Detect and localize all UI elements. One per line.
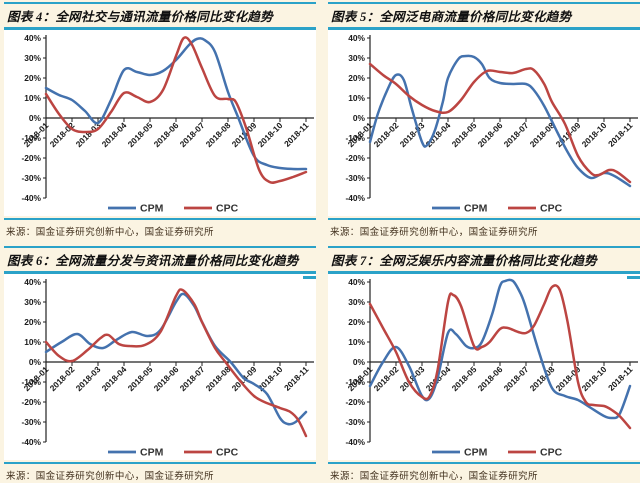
line-chart-figure-6: 40%30%20%10%0%-10%-20%-30%-40%2018-01201… — [21, 277, 314, 459]
svg-text:-40%: -40% — [21, 193, 41, 203]
svg-text:30%: 30% — [24, 297, 41, 307]
svg-text:-30%: -30% — [21, 173, 41, 183]
svg-text:CPC: CPC — [540, 447, 563, 459]
chart-title: 图表 7：全网泛娱乐内容流量价格同比变化趋势 — [328, 246, 640, 279]
svg-text:2018-10: 2018-10 — [580, 364, 609, 393]
svg-text:2018-05: 2018-05 — [126, 120, 155, 149]
svg-text:0%: 0% — [353, 113, 366, 123]
svg-text:-20%: -20% — [21, 153, 41, 163]
chart-title: 图表 4：全网社交与通讯流量价格同比变化趋势 — [4, 2, 316, 30]
chart-title: 图表 5：全网泛电商流量价格同比变化趋势 — [328, 2, 640, 30]
source-note: 来源：国金证券研究创新中心，国金证券研究所 — [328, 462, 640, 482]
svg-text:2018-07: 2018-07 — [502, 364, 531, 393]
svg-text:2018-04: 2018-04 — [100, 364, 129, 393]
svg-text:40%: 40% — [348, 277, 365, 287]
svg-text:40%: 40% — [24, 277, 41, 287]
chart-panel-figure-5: 图表 5：全网泛电商流量价格同比变化趋势 40% 30% 20% 10% 0% -10% -… — [328, 2, 640, 238]
svg-text:30%: 30% — [348, 297, 365, 307]
svg-text:2018-10: 2018-10 — [256, 120, 285, 149]
svg-text:-20%: -20% — [345, 397, 365, 407]
svg-text:-10%: -10% — [21, 133, 41, 143]
svg-text:2018-02: 2018-02 — [372, 364, 401, 393]
svg-text:CPM: CPM — [464, 203, 488, 215]
svg-text:40%: 40% — [24, 33, 41, 43]
svg-text:2018-10: 2018-10 — [580, 120, 609, 149]
chart-body: 40% 30% 20% 10% 0% -10% -20% -30% -40% 2018-01 201… — [328, 274, 640, 460]
svg-text:-40%: -40% — [21, 437, 41, 447]
svg-text:2018-11: 2018-11 — [282, 120, 311, 149]
svg-text:-30%: -30% — [345, 417, 365, 427]
svg-text:2018-05: 2018-05 — [450, 364, 479, 393]
line-chart-figure-4: 40%30%20%10%0%-10%-20%-30%-40%2018-01201… — [21, 33, 314, 215]
svg-text:-40%: -40% — [345, 437, 365, 447]
svg-text:0%: 0% — [29, 113, 42, 123]
svg-text:2018-11: 2018-11 — [606, 120, 635, 149]
svg-text:-40%: -40% — [345, 193, 365, 203]
svg-text:2018-08: 2018-08 — [204, 120, 233, 149]
svg-text:10%: 10% — [348, 93, 365, 103]
svg-text:10%: 10% — [24, 93, 41, 103]
svg-text:40%: 40% — [348, 33, 365, 43]
chart-body: 40% 30% 20% 10% 0% -10% -20% -30% -40% 2018-01 201… — [4, 30, 316, 216]
chart-title: 图表 6：全网流量分发与资讯流量价格同比变化趋势 — [4, 246, 316, 279]
svg-text:2018-06: 2018-06 — [476, 120, 505, 149]
svg-text:2018-06: 2018-06 — [152, 120, 181, 149]
svg-text:20%: 20% — [24, 317, 41, 327]
svg-text:-10%: -10% — [345, 133, 365, 143]
svg-text:-10%: -10% — [345, 377, 365, 387]
source-note: 来源：国金证券研究创新中心，国金证券研究所 — [328, 218, 640, 238]
svg-text:2018-07: 2018-07 — [178, 364, 207, 393]
svg-text:-30%: -30% — [345, 173, 365, 183]
svg-text:2018-06: 2018-06 — [476, 364, 505, 393]
svg-text:CPM: CPM — [464, 447, 488, 459]
svg-text:-30%: -30% — [21, 417, 41, 427]
svg-text:2018-06: 2018-06 — [152, 364, 181, 393]
svg-text:30%: 30% — [24, 53, 41, 63]
svg-text:0%: 0% — [29, 357, 42, 367]
chart-panel-figure-7: 图表 7：全网泛娱乐内容流量价格同比变化趋势 40% 30% 20% 10% 0% -10… — [328, 246, 640, 482]
line-chart-figure-5: 40%30%20%10%0%-10%-20%-30%-40%2018-01201… — [345, 33, 638, 215]
chart-body: 40% 30% 20% 10% 0% -10% -20% -30% -40% 2018-01 201… — [328, 30, 640, 216]
svg-text:2018-02: 2018-02 — [48, 120, 77, 149]
svg-text:CPC: CPC — [540, 203, 563, 215]
svg-text:2018-07: 2018-07 — [178, 120, 207, 149]
svg-text:-20%: -20% — [21, 397, 41, 407]
svg-text:2018-04: 2018-04 — [100, 120, 129, 149]
svg-text:10%: 10% — [24, 337, 41, 347]
chart-panel-figure-4: 图表 4：全网社交与通讯流量价格同比变化趋势 40% 30% 20% 10% 0% -10… — [4, 2, 316, 238]
svg-text:2018-03: 2018-03 — [74, 120, 103, 149]
svg-text:-20%: -20% — [345, 153, 365, 163]
svg-text:10%: 10% — [348, 337, 365, 347]
svg-text:CPC: CPC — [216, 203, 239, 215]
chart-body: 40% 30% 20% 10% 0% -10% -20% -30% -40% 2018-01 201… — [4, 274, 316, 460]
chart-panel-figure-6: 图表 6：全网流量分发与资讯流量价格同比变化趋势 40% 30% 20% 10% 0% -… — [4, 246, 316, 482]
svg-text:CPM: CPM — [140, 203, 164, 215]
svg-text:20%: 20% — [348, 73, 365, 83]
svg-text:2018-08: 2018-08 — [204, 364, 233, 393]
source-note: 来源：国金证券研究创新中心，国金证券研究所 — [4, 218, 316, 238]
svg-text:20%: 20% — [348, 317, 365, 327]
svg-text:CPM: CPM — [140, 447, 164, 459]
svg-text:2018-11: 2018-11 — [282, 364, 311, 393]
svg-text:2018-07: 2018-07 — [502, 120, 531, 149]
source-note: 来源：国金证券研究创新中心，国金证券研究所 — [4, 462, 316, 482]
svg-text:20%: 20% — [24, 73, 41, 83]
svg-text:0%: 0% — [353, 357, 366, 367]
svg-text:-10%: -10% — [21, 377, 41, 387]
svg-text:CPC: CPC — [216, 447, 239, 459]
svg-text:2018-03: 2018-03 — [74, 364, 103, 393]
line-chart-figure-7: 40%30%20%10%0%-10%-20%-30%-40%2018-01201… — [345, 277, 638, 459]
svg-text:30%: 30% — [348, 53, 365, 63]
svg-text:2018-05: 2018-05 — [126, 364, 155, 393]
svg-text:2018-02: 2018-02 — [48, 364, 77, 393]
svg-text:2018-05: 2018-05 — [450, 120, 479, 149]
